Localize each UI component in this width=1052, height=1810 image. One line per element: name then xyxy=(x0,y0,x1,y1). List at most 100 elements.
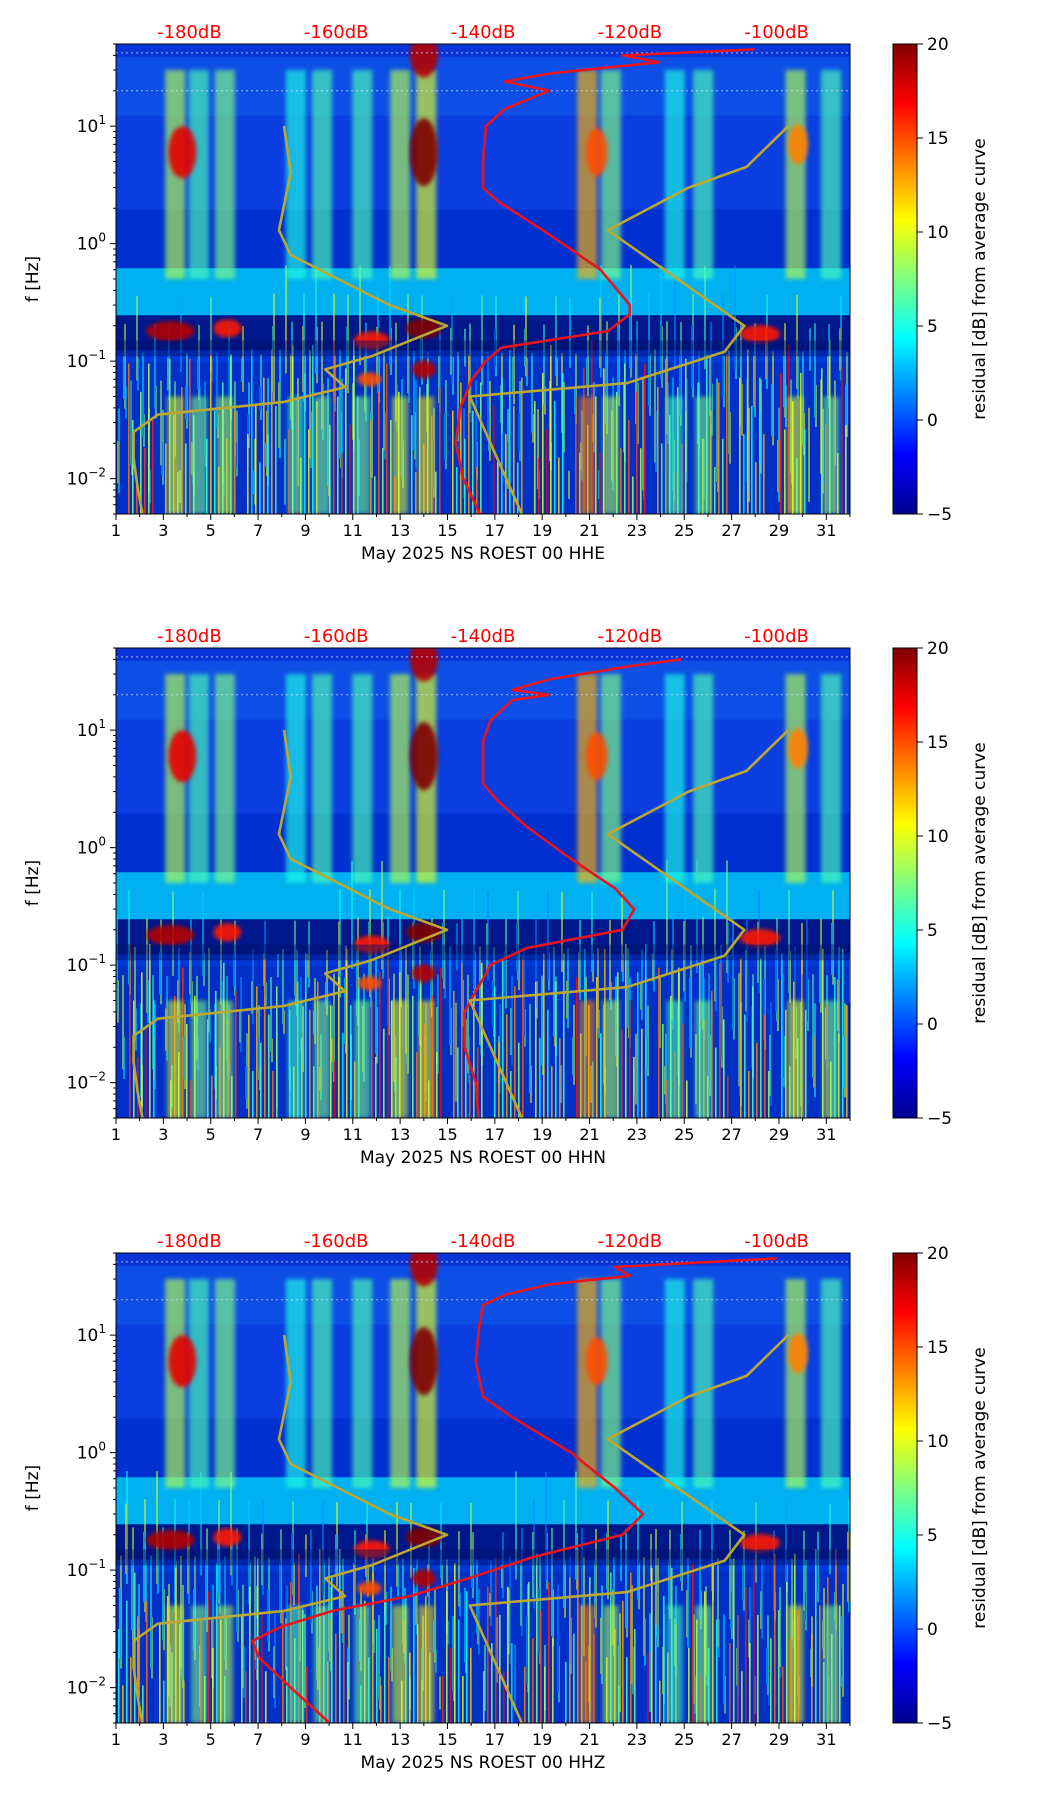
model_high-curve xyxy=(468,1334,790,1723)
average_psd-curve xyxy=(454,48,755,514)
model_high-curve xyxy=(468,729,790,1118)
x-tick-label: 19 xyxy=(532,521,552,540)
colorbar-label: residual [dB] from average curve xyxy=(970,1347,990,1628)
model_low-curve xyxy=(132,729,449,1118)
x-axis-label: May 2025 NS ROEST 00 HHZ xyxy=(361,1753,606,1773)
colorbar-tick-label: −5 xyxy=(927,505,952,525)
db-axis-label: -140dB xyxy=(451,626,516,647)
hot-spots xyxy=(146,648,808,991)
colorbar-tick-label: 20 xyxy=(927,1244,949,1264)
colorbar-tick-label: 10 xyxy=(927,1432,949,1452)
x-tick-label: 15 xyxy=(437,521,457,540)
colorbar-tick-label: 5 xyxy=(927,921,938,941)
y-tick-label: 100 xyxy=(77,231,106,255)
model_high-curve xyxy=(468,125,790,514)
x-tick-label: 27 xyxy=(721,521,741,540)
colorbar-tick-label: 0 xyxy=(927,411,938,431)
x-tick-label: 13 xyxy=(390,1730,410,1749)
y-tick-label: 10−2 xyxy=(67,466,106,490)
x-tick-label: 23 xyxy=(627,1125,647,1144)
db-axis-label: -140dB xyxy=(451,22,516,43)
x-tick-label: 25 xyxy=(674,1730,694,1749)
x-tick-label: 9 xyxy=(300,1125,310,1144)
x-tick-label: 5 xyxy=(206,1125,216,1144)
x-tick-label: 21 xyxy=(579,521,599,540)
db-axis-label: -180dB xyxy=(157,22,222,43)
colorbar-tick-label: 15 xyxy=(927,129,949,149)
x-tick-label: 3 xyxy=(158,1125,168,1144)
x-tick-label: 13 xyxy=(390,1125,410,1144)
y-tick-label: 10−1 xyxy=(67,952,106,976)
x-tick-label: 11 xyxy=(343,1125,363,1144)
db-axis-label: -180dB xyxy=(157,1231,222,1252)
x-tick-label: 25 xyxy=(674,521,694,540)
db-axis-label: -100dB xyxy=(744,626,809,647)
y-tick-label: 101 xyxy=(77,717,106,741)
db-axis-label: -160dB xyxy=(304,1231,369,1252)
gap-band xyxy=(116,944,850,961)
x-tick-label: 21 xyxy=(579,1125,599,1144)
y-tick-label: 10−1 xyxy=(67,348,106,372)
db-axis-label: -120dB xyxy=(597,626,662,647)
y-axis-label: f [Hz] xyxy=(23,1465,43,1511)
x-tick-label: 3 xyxy=(158,1730,168,1749)
x-tick-label: 27 xyxy=(721,1125,741,1144)
x-tick-label: 1 xyxy=(111,521,121,540)
y-tick-label: 100 xyxy=(77,1440,106,1464)
colorbar-label: residual [dB] from average curve xyxy=(970,742,990,1023)
x-tick-label: 19 xyxy=(532,1125,552,1144)
x-tick-label: 17 xyxy=(485,521,505,540)
x-tick-label: 21 xyxy=(579,1730,599,1749)
x-tick-label: 13 xyxy=(390,521,410,540)
y-tick-label: 10−2 xyxy=(67,1675,106,1699)
colorbar-gradient xyxy=(892,43,918,515)
gap-band xyxy=(116,340,850,357)
colorbar-tick-label: 15 xyxy=(927,1338,949,1358)
x-tick-label: 23 xyxy=(627,521,647,540)
x-tick-label: 31 xyxy=(816,521,836,540)
x-tick-label: 9 xyxy=(300,521,310,540)
y-tick-label: 10−1 xyxy=(67,1557,106,1581)
x-tick-label: 25 xyxy=(674,1125,694,1144)
colorbar-tick-label: 15 xyxy=(927,733,949,753)
colorbar-tick-label: 10 xyxy=(927,827,949,847)
colorbar-tick-label: −5 xyxy=(927,1109,952,1129)
db-axis-label: -140dB xyxy=(451,1231,516,1252)
spectrogram-2 xyxy=(116,648,850,1118)
x-tick-label: 7 xyxy=(253,1730,263,1749)
spectrogram-1 xyxy=(116,44,850,514)
x-tick-label: 17 xyxy=(485,1730,505,1749)
x-tick-label: 11 xyxy=(343,1730,363,1749)
colorbar-tick-label: 20 xyxy=(927,35,949,55)
x-tick-label: 11 xyxy=(343,521,363,540)
x-tick-label: 3 xyxy=(158,521,168,540)
spectrogram-3 xyxy=(116,1253,850,1723)
y-tick-label: 101 xyxy=(77,113,106,137)
db-axis-label: -160dB xyxy=(304,626,369,647)
x-axis-label: May 2025 NS ROEST 00 HHN xyxy=(360,1148,606,1168)
colorbar-tick-label: 0 xyxy=(927,1015,938,1035)
db-axis-label: -120dB xyxy=(597,1231,662,1252)
x-tick-label: 31 xyxy=(816,1730,836,1749)
model_low-curve xyxy=(132,1334,449,1723)
x-axis-label: May 2025 NS ROEST 00 HHE xyxy=(361,544,605,564)
colorbar: −5 0 5 10 15 20 residual [dB] from average cur… xyxy=(892,639,990,1129)
x-tick-label: 29 xyxy=(769,1730,789,1749)
colorbar-label: residual [dB] from average curve xyxy=(970,138,990,419)
colorbar-tick-label: 10 xyxy=(927,223,949,243)
x-tick-label: 29 xyxy=(769,1125,789,1144)
y-axis-label: f [Hz] xyxy=(23,860,43,906)
x-tick-label: 19 xyxy=(532,1730,552,1749)
colorbar-tick-label: −5 xyxy=(927,1714,952,1734)
db-axis-label: -120dB xyxy=(597,22,662,43)
db-axis-label: -180dB xyxy=(157,626,222,647)
x-tick-label: 15 xyxy=(437,1730,457,1749)
y-tick-label: 10−2 xyxy=(67,1070,106,1094)
x-tick-label: 29 xyxy=(769,521,789,540)
colorbar-gradient xyxy=(892,1252,918,1724)
x-tick-label: 5 xyxy=(206,1730,216,1749)
db-axis-label: -160dB xyxy=(304,22,369,43)
